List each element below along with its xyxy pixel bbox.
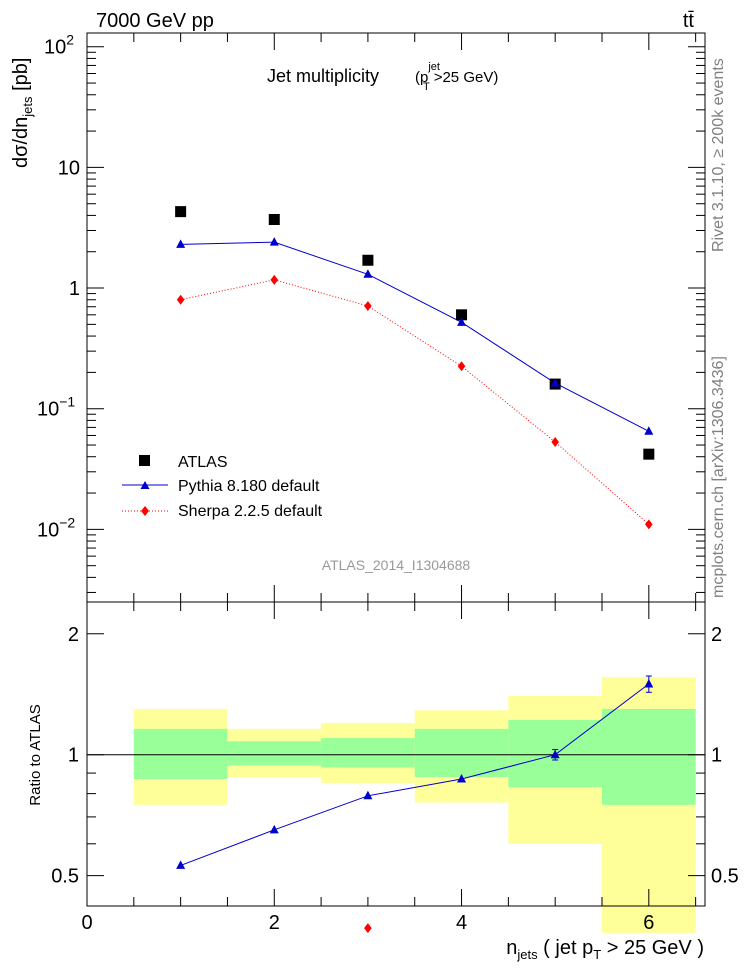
ratio-sherpa-point-0 xyxy=(364,923,372,934)
x-axis-label: njets ( jet pT > 25 GeV ) xyxy=(506,937,704,962)
main-y-tick-label: 1 xyxy=(69,278,80,300)
data-point-1-5 xyxy=(644,426,654,435)
data-point-2-3 xyxy=(457,361,466,372)
data-point-2-2 xyxy=(364,300,372,311)
ratio-pythia-line xyxy=(180,683,650,866)
data-point-0-2 xyxy=(362,254,374,266)
ratio-y-tick-label-right: 0.5 xyxy=(711,866,739,888)
band-inner-1 xyxy=(227,741,322,766)
main-data-marks xyxy=(175,206,655,530)
legend-atlas-label: ATLAS xyxy=(178,454,228,471)
main-y-tick-label: 102 xyxy=(44,32,74,59)
legend-sherpa-label: Sherpa 2.2.5 default xyxy=(178,503,323,520)
data-point-2-5 xyxy=(645,519,653,530)
ratio-pythia-point-0 xyxy=(176,860,186,869)
ratio-tick-labels: 0.5 0.5 1 1 2 2 0 2 4 6 xyxy=(51,624,739,934)
x-tick-label: 0 xyxy=(81,912,92,934)
data-point-1-4 xyxy=(550,378,560,387)
legend-sherpa-marker xyxy=(141,506,149,516)
data-point-2-0 xyxy=(176,294,185,305)
chart-title: Jet multiplicity xyxy=(267,66,379,86)
legend: ATLAS Pythia 8.180 default Sherpa 2.2.5 … xyxy=(122,454,323,520)
ratio-axis-ticks xyxy=(86,602,705,906)
energy-label: 7000 GeV pp xyxy=(96,10,214,32)
ratio-pythia-point-1 xyxy=(269,824,279,834)
data-point-0-3 xyxy=(456,309,468,321)
x-tick-label: 6 xyxy=(643,912,654,934)
main-axis-ticks xyxy=(86,33,705,602)
main-y-tick-label: 10−2 xyxy=(37,514,75,541)
main-y-axis-label: dσ/dnjets [pb] xyxy=(10,58,35,168)
ratio-plot-frame xyxy=(86,601,706,907)
band-inner-3 xyxy=(414,728,509,777)
main-y-tick-label: 10−1 xyxy=(37,394,75,421)
ratio-uncertainty-bands xyxy=(133,677,696,933)
ratio-pythia-point-5 xyxy=(644,678,654,688)
data-point-1-2 xyxy=(363,269,373,278)
data-point-1-3 xyxy=(457,317,467,326)
x-tick-label: 4 xyxy=(456,912,467,934)
mcplots-label: mcplots.cern.ch [arXiv:1306.3436] xyxy=(710,356,727,598)
band-inner-0 xyxy=(133,728,228,779)
ratio-y-tick-label: 1 xyxy=(68,745,79,767)
main-y-tick-labels: 102 10 1 10−1 10−2 xyxy=(37,32,80,542)
data-point-2-4 xyxy=(551,436,559,447)
band-inner-2 xyxy=(321,738,415,768)
data-point-0-0 xyxy=(175,206,187,218)
legend-atlas-marker xyxy=(139,455,150,466)
series-line-1 xyxy=(180,241,650,432)
ratio-panel: 0.5 0.5 1 1 2 2 0 2 4 6 Ratio to ATLAS njets ( je… xyxy=(27,601,739,962)
process-label: tt̄ xyxy=(683,10,695,32)
chart-title-cut: (pjet T>25 GeV) xyxy=(415,61,498,93)
ratio-y-tick-label: 0.5 xyxy=(51,866,79,888)
data-point-1-1 xyxy=(269,237,279,246)
main-panel: 102 10 1 10−1 10−2 dσ/dnjets [pb] Jet multip… xyxy=(10,32,706,603)
data-point-0-1 xyxy=(268,213,280,225)
band-inner-5 xyxy=(602,708,696,805)
main-y-tick-label: 10 xyxy=(58,157,80,179)
ratio-y-tick-label-right: 1 xyxy=(711,745,722,767)
rivet-version-label: Rivet 3.1.10, ≥ 200k events xyxy=(710,58,727,252)
ratio-pythia-point-2 xyxy=(363,790,373,800)
data-point-0-5 xyxy=(643,448,655,460)
ratio-y-tick-label-right: 2 xyxy=(711,624,722,646)
legend-pythia-label: Pythia 8.180 default xyxy=(178,478,320,495)
ratio-pythia-point-3 xyxy=(457,773,467,783)
ratio-y-axis-label: Ratio to ATLAS xyxy=(27,704,44,805)
data-point-2-1 xyxy=(270,274,279,285)
analysis-watermark: ATLAS_2014_I1304688 xyxy=(322,557,471,573)
legend-pythia-marker xyxy=(140,481,150,489)
x-tick-label: 2 xyxy=(269,912,280,934)
data-point-1-0 xyxy=(176,239,186,248)
ratio-pythia-point-4 xyxy=(550,749,560,759)
ratio-y-tick-label: 2 xyxy=(68,624,79,646)
